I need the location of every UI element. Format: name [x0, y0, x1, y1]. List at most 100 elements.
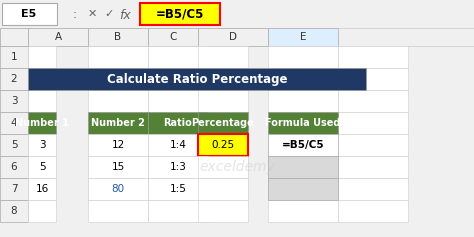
Text: A: A [55, 32, 62, 42]
Bar [268, 200, 338, 222]
Bar [198, 178, 248, 200]
Bar [0, 28, 474, 46]
Text: Number 2: Number 2 [91, 118, 145, 128]
Bar [268, 46, 338, 68]
Text: 1:4: 1:4 [170, 140, 186, 150]
Bar [198, 68, 248, 90]
Bar [148, 156, 208, 178]
Text: E5: E5 [21, 9, 36, 19]
Bar [338, 200, 408, 222]
Text: D: D [229, 32, 237, 42]
Text: B: B [114, 32, 121, 42]
Text: 12: 12 [111, 140, 125, 150]
Bar [268, 156, 338, 178]
Text: exceldemy: exceldemy [199, 160, 275, 174]
Text: 1: 1 [11, 52, 18, 62]
Bar [88, 90, 148, 112]
Text: 5: 5 [11, 140, 18, 150]
Bar [0, 156, 28, 178]
Bar [28, 28, 88, 46]
Text: ✕: ✕ [87, 9, 97, 19]
Text: fx: fx [119, 9, 131, 22]
Bar [88, 200, 148, 222]
Bar [0, 28, 474, 46]
Bar [0, 134, 28, 156]
Text: E: E [300, 32, 306, 42]
Bar [268, 178, 338, 200]
Text: :: : [73, 8, 77, 20]
Bar [268, 68, 338, 90]
Bar [28, 134, 56, 156]
Bar [148, 178, 208, 200]
Text: 2: 2 [11, 74, 18, 84]
Text: 0.25: 0.25 [211, 140, 235, 150]
Bar [198, 178, 248, 200]
Text: 1:5: 1:5 [170, 184, 186, 194]
Bar [148, 134, 208, 156]
Bar [28, 112, 56, 134]
Bar [268, 134, 338, 156]
Text: Percentage: Percentage [191, 118, 255, 128]
Bar [28, 68, 56, 90]
Text: 3: 3 [39, 140, 46, 150]
Bar [148, 90, 208, 112]
Bar [198, 90, 248, 112]
Bar [268, 134, 338, 156]
Bar [0, 178, 28, 200]
Bar [198, 134, 248, 156]
Text: 8: 8 [11, 206, 18, 216]
Bar [88, 134, 148, 156]
Bar [88, 156, 148, 178]
Bar [148, 112, 208, 134]
Bar [28, 178, 56, 200]
Bar [338, 90, 408, 112]
Text: Calculate Ratio Percentage: Calculate Ratio Percentage [107, 73, 287, 86]
Bar [28, 200, 56, 222]
Bar [28, 156, 56, 178]
Bar [0, 200, 28, 222]
Bar [338, 112, 408, 134]
Bar [198, 134, 248, 156]
Bar [28, 178, 56, 200]
Bar [148, 156, 208, 178]
Bar [140, 3, 220, 25]
Bar [28, 46, 56, 68]
Bar [198, 200, 248, 222]
Text: C: C [169, 32, 177, 42]
Bar [198, 112, 248, 134]
Bar [338, 46, 408, 68]
Bar [88, 112, 148, 134]
Bar [2, 3, 57, 25]
Bar [338, 68, 408, 90]
Bar [148, 46, 208, 68]
Bar [198, 112, 248, 134]
Bar [88, 46, 148, 68]
Bar [198, 156, 248, 178]
Bar [88, 112, 148, 134]
Bar [88, 156, 148, 178]
Text: ✓: ✓ [104, 9, 114, 19]
Bar [268, 112, 338, 134]
Text: Formula Used: Formula Used [265, 118, 341, 128]
Bar [148, 112, 208, 134]
Text: 6: 6 [11, 162, 18, 172]
Text: Number 1: Number 1 [15, 118, 69, 128]
Text: Ratio: Ratio [164, 118, 192, 128]
Text: 80: 80 [111, 184, 125, 194]
Bar [338, 156, 408, 178]
Bar [148, 134, 208, 156]
Bar [148, 178, 208, 200]
Bar [198, 28, 268, 46]
Text: 4: 4 [11, 118, 18, 128]
Bar [338, 134, 408, 156]
Bar [198, 156, 248, 178]
Text: 7: 7 [11, 184, 18, 194]
Bar [268, 156, 338, 178]
Bar [148, 200, 208, 222]
Bar [268, 28, 338, 46]
Bar [268, 90, 338, 112]
Text: 1:3: 1:3 [170, 162, 186, 172]
Bar [28, 112, 56, 134]
Bar [148, 28, 198, 46]
Bar [28, 134, 56, 156]
